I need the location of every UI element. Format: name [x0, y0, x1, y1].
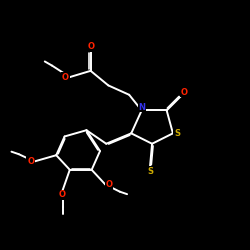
Text: O: O	[181, 88, 188, 96]
Text: O: O	[62, 72, 69, 82]
Text: S: S	[147, 167, 153, 176]
Text: O: O	[27, 157, 34, 166]
Text: S: S	[174, 129, 180, 138]
Text: O: O	[87, 42, 94, 51]
Text: O: O	[106, 180, 112, 189]
Text: O: O	[59, 190, 66, 199]
Text: N: N	[138, 103, 145, 112]
